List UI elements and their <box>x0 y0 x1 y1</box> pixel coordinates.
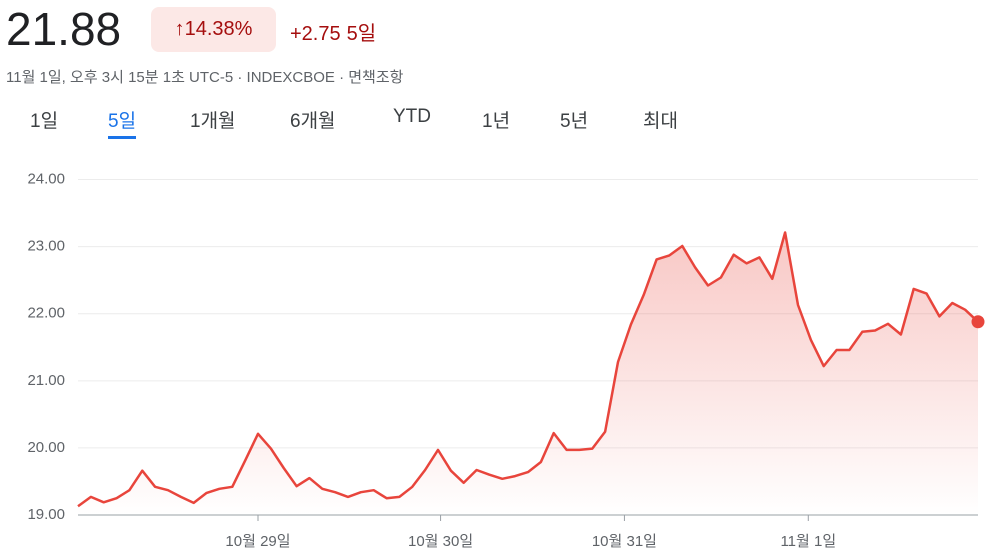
price: 21.88 <box>6 3 122 55</box>
range-tab[interactable]: 5일 <box>108 106 137 139</box>
percent-badge: ↑14.38% <box>151 7 276 52</box>
area <box>78 232 978 515</box>
y-tick-label: 22.00 <box>27 305 65 322</box>
range-tab[interactable]: 1개월 <box>190 111 236 132</box>
x-tick-label: 10월 31일 <box>592 533 657 550</box>
last-point <box>971 315 985 329</box>
x-tick-label: 10월 29일 <box>225 533 290 550</box>
range-tab[interactable]: YTD <box>393 106 431 127</box>
change: +2.75 5일 <box>290 17 382 46</box>
range-tab[interactable]: 1일 <box>30 111 59 132</box>
x-tick-label: 10월 30일 <box>408 533 473 550</box>
x-tick-label: 11월 1일 <box>780 533 836 550</box>
subtitle: 11월 1일, 오후 3시 15분 1초 UTC-5 · INDEXCBOE ·… <box>6 69 404 86</box>
range-tab[interactable]: 5년 <box>560 111 589 132</box>
y-tick-label: 19.00 <box>27 506 65 523</box>
y-tick-label: 24.00 <box>27 171 65 188</box>
range-tab[interactable]: 1년 <box>482 111 511 132</box>
range-tab[interactable]: 6개월 <box>290 111 336 132</box>
period: 5일 <box>346 23 377 45</box>
y-tick-label: 23.00 <box>27 238 65 255</box>
y-tick-label: 21.00 <box>27 372 65 389</box>
price-line <box>77 231 979 508</box>
change-value: +2.75 <box>290 23 341 45</box>
y-tick-label: 20.00 <box>27 439 65 456</box>
range-tab[interactable]: 최대 <box>643 111 678 132</box>
